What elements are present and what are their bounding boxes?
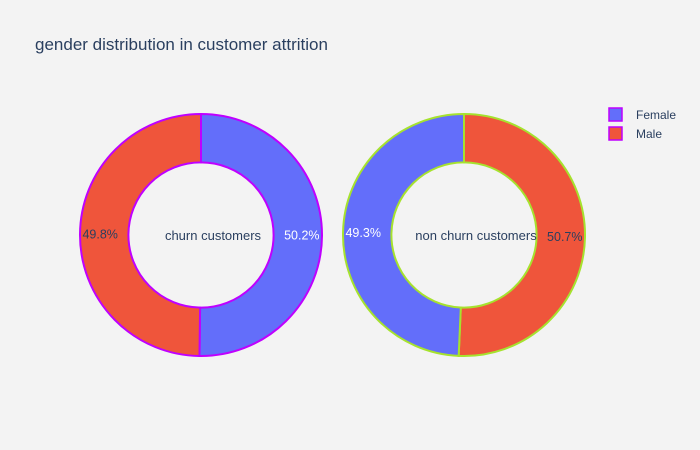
legend-label-male: Male — [636, 127, 662, 141]
chart-legend: Female Male — [608, 107, 676, 141]
slice-churn-female[interactable] — [198, 112, 324, 357]
slice-label-churn-male: 49.8% — [82, 227, 117, 241]
slice-label-non-churn-male: 50.7% — [547, 230, 582, 244]
slice-label-churn-female: 50.2% — [284, 229, 319, 243]
center-label-churn: churn customers — [165, 228, 262, 243]
slice-non-churn-male[interactable] — [457, 112, 586, 357]
slice-label-non-churn-female: 49.3% — [345, 226, 380, 240]
slice-non-churn-female[interactable] — [342, 112, 465, 357]
slice-churn-male[interactable] — [79, 112, 202, 358]
center-label-non-churn: non churn customers — [415, 228, 537, 243]
donut-chart-churn: 50.2% 49.8% churn customers — [79, 112, 324, 358]
legend-item-male[interactable]: Male — [608, 126, 662, 141]
legend-label-female: Female — [636, 108, 676, 122]
chart-title: gender distribution in customer attritio… — [35, 35, 328, 54]
donut-chart-non-churn: 50.7% 49.3% non churn customers — [342, 112, 586, 357]
legend-item-female[interactable]: Female — [608, 107, 676, 122]
legend-swatch-male — [608, 126, 623, 141]
legend-swatch-female — [608, 107, 623, 122]
